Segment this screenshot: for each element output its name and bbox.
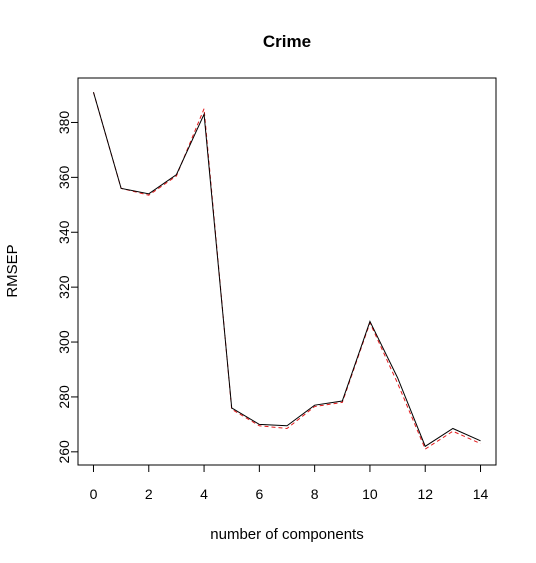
y-tick-label: 320 [56, 275, 72, 299]
x-tick-label: 6 [255, 486, 263, 502]
y-axis-label: RMSEP [4, 244, 21, 297]
x-tick-label: 14 [473, 486, 489, 502]
x-tick-label: 2 [145, 486, 153, 502]
y-tick-label: 300 [56, 330, 72, 354]
axis-ticks: 0 2 4 6 8 10 12 14 260 280 300 320 340 360 380 [56, 111, 489, 502]
x-tick-label: 8 [311, 486, 319, 502]
x-tick-label: 12 [417, 486, 433, 502]
y-tick-label: 260 [56, 440, 72, 464]
y-tick-label: 340 [56, 220, 72, 244]
series-lines [92, 92, 481, 450]
y-tick-label: 380 [56, 111, 72, 135]
series-line-solid [92, 92, 481, 448]
plot-frame [77, 77, 497, 466]
y-tick-label: 360 [56, 165, 72, 189]
series-line-dashed [92, 92, 481, 450]
chart-title: Crime [263, 32, 311, 51]
x-tick-label: 0 [90, 486, 98, 502]
y-tick-label: 280 [56, 385, 72, 409]
x-tick-label: 4 [200, 486, 208, 502]
x-axis-label: number of components [210, 526, 363, 543]
x-tick-label: 10 [362, 486, 378, 502]
